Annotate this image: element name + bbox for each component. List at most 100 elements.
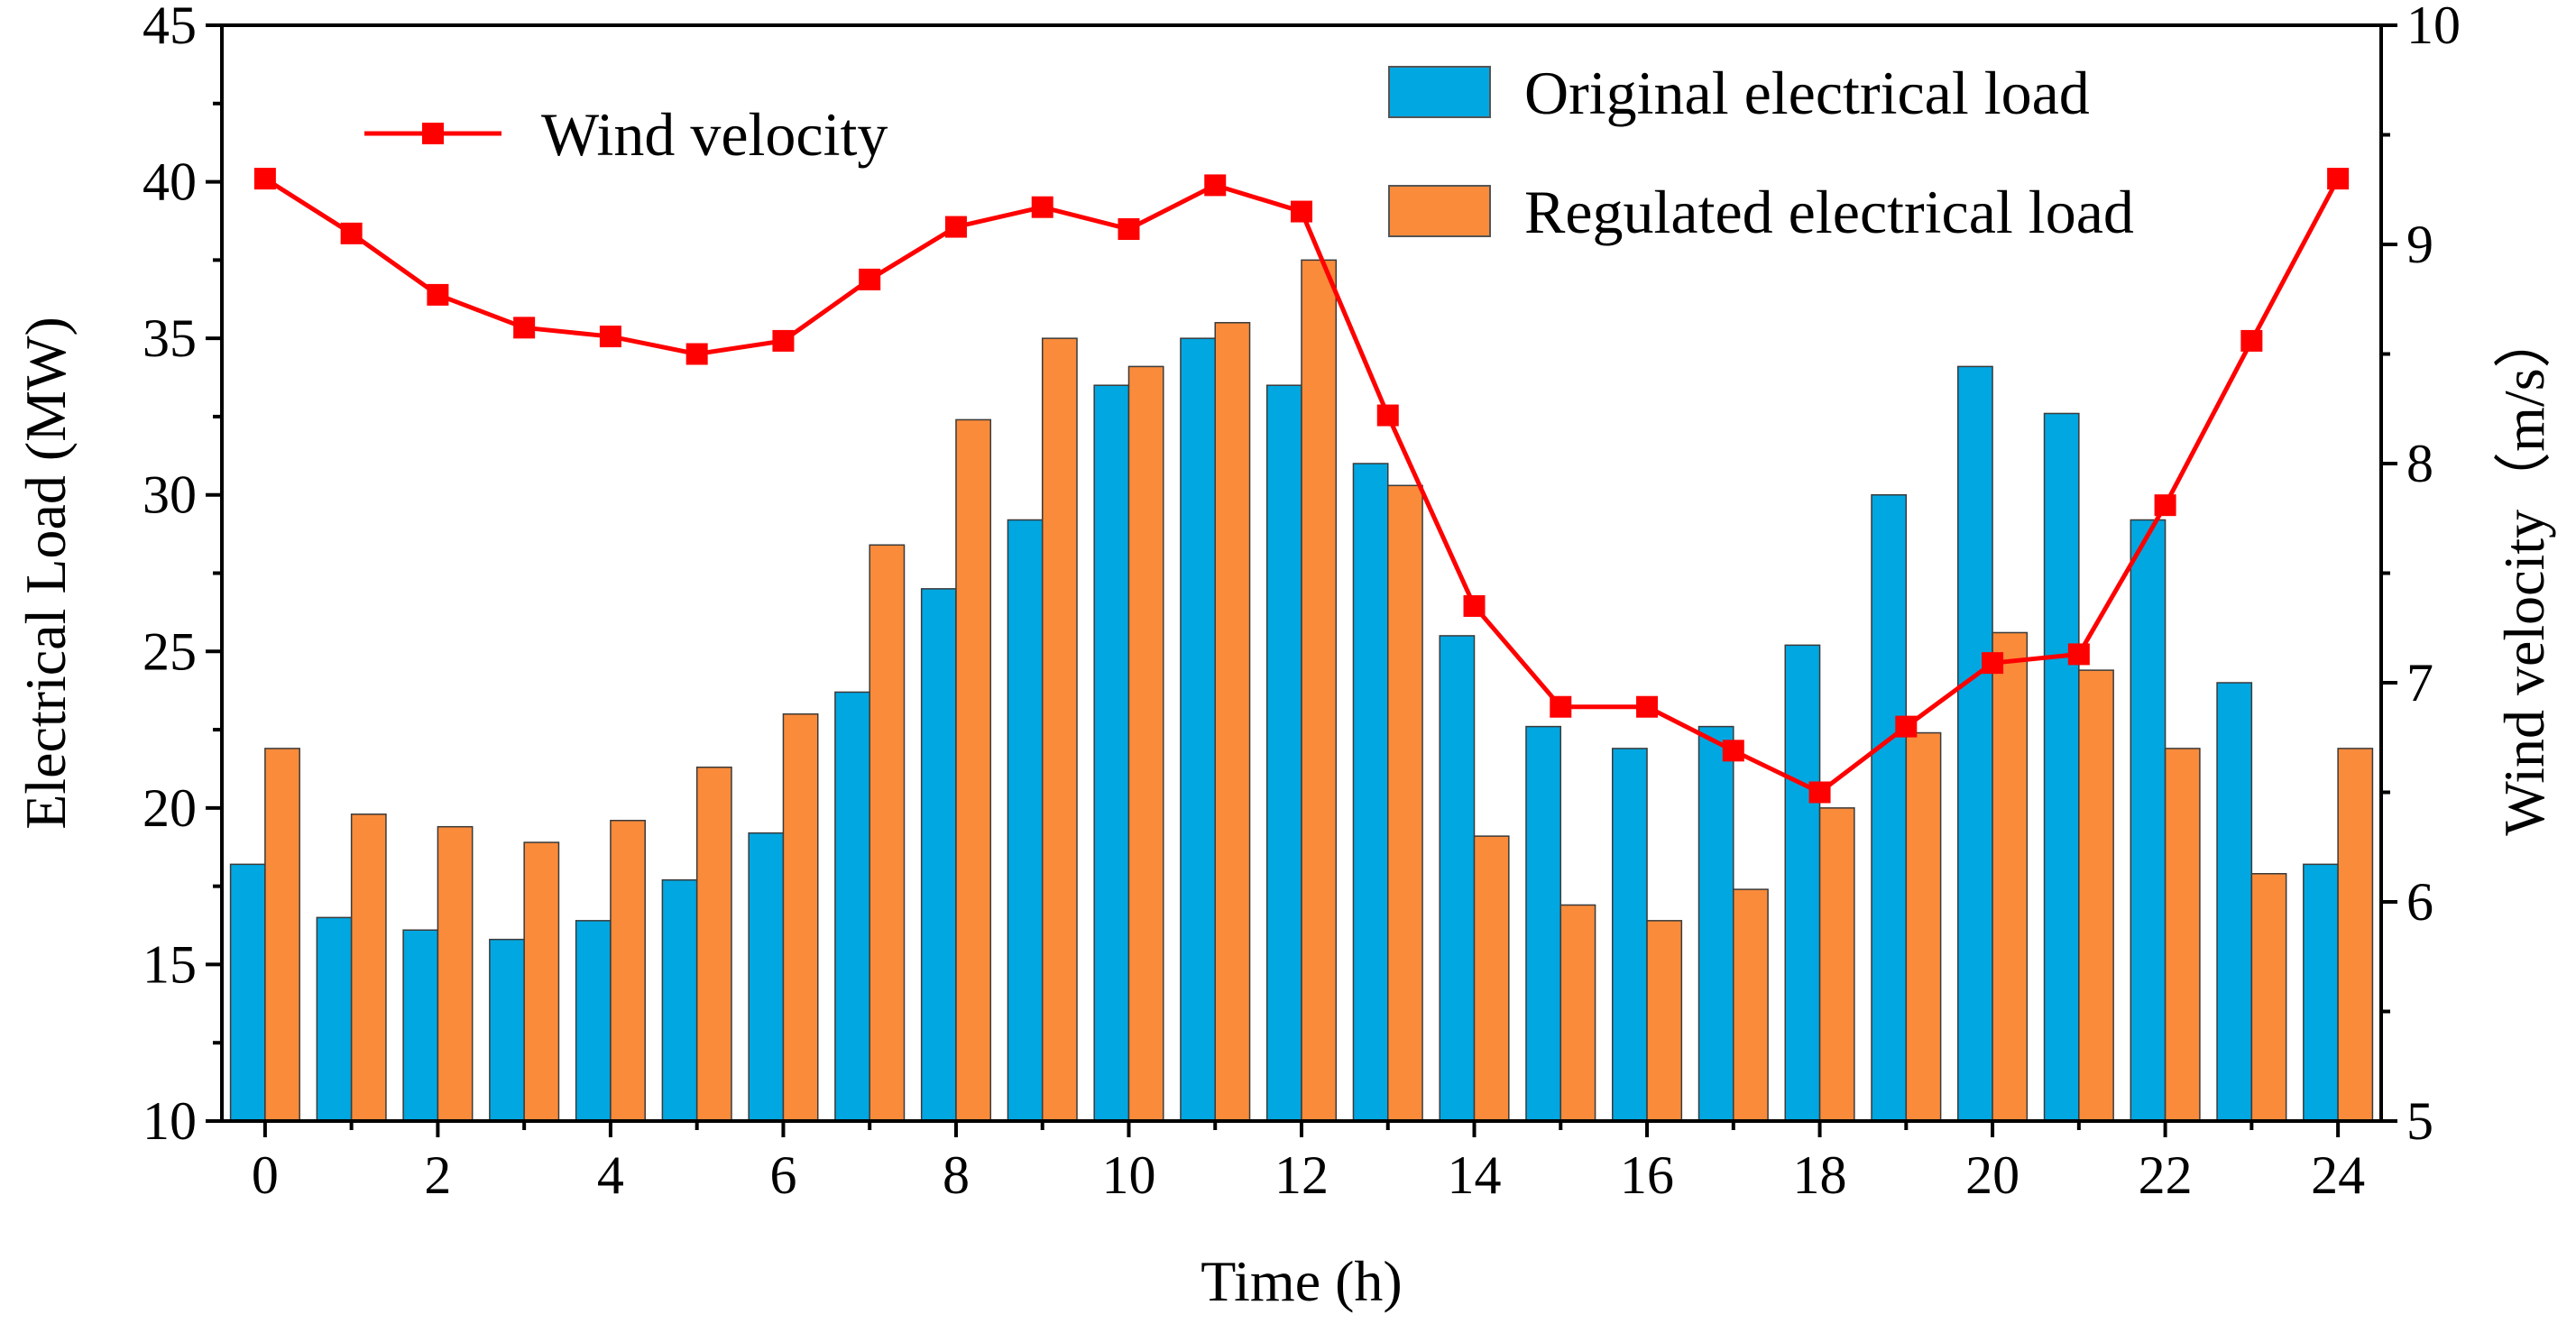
bar-regulated-17 [1733,888,1769,1122]
bar-regulated-14 [1473,835,1510,1122]
wind-point-12 [1291,200,1312,223]
y-axis-title: Electrical Load (MW) [14,317,78,830]
wind-point-2 [427,283,449,306]
bar-original-3 [489,938,525,1122]
wind-point-15 [1550,695,1572,718]
wind-point-7 [859,268,881,290]
bar-original-20 [1957,365,1993,1122]
x-tick-label-16: 16 [1620,1145,1674,1205]
bar-regulated-18 [1818,807,1855,1122]
wind-point-16 [1636,695,1659,718]
x-tick-label-18: 18 [1793,1145,1847,1205]
bar-original-7 [834,691,870,1122]
bar-original-6 [748,832,785,1122]
bar-regulated-1 [350,813,387,1122]
wind-point-3 [513,317,536,339]
wind-point-21 [2067,643,2090,666]
bar-original-16 [1611,748,1648,1122]
bar-original-13 [1352,463,1389,1122]
x-tick-label-8: 8 [943,1145,970,1205]
bar-original-2 [402,929,439,1122]
wind-point-1 [340,222,363,244]
bar-original-10 [1093,384,1130,1122]
bar-original-9 [1007,519,1044,1122]
y-tick-label-15: 15 [143,934,197,994]
wind-point-19 [1895,715,1918,738]
y-tick-label-25: 25 [143,621,197,681]
bar-regulated-6 [782,712,819,1122]
y-tick-label-30: 30 [143,465,197,525]
bar-regulated-12 [1301,259,1338,1122]
legend-label-regulated: Regulated electrical load [1524,178,2134,246]
y2-tick-label-5: 5 [2406,1091,2433,1151]
bar-regulated-5 [695,766,732,1122]
bar-regulated-13 [1387,484,1423,1122]
wind-point-17 [1722,740,1744,762]
bar-original-24 [2303,863,2339,1122]
bar-original-1 [316,916,353,1122]
bar-regulated-0 [264,748,300,1122]
bar-regulated-16 [1646,920,1683,1122]
y2-tick-label-9: 9 [2406,215,2433,274]
bar-regulated-21 [2078,669,2114,1122]
bar-original-4 [575,920,612,1122]
bar-regulated-15 [1559,904,1596,1122]
wind-point-23 [2240,329,2263,352]
bar-original-15 [1525,725,1562,1122]
x-tick-label-4: 4 [597,1145,624,1205]
bar-original-22 [2130,519,2167,1122]
wind-point-18 [1808,781,1831,804]
wind-point-0 [253,168,276,190]
x-tick-label-22: 22 [2139,1145,2193,1205]
x-tick-label-20: 20 [1965,1145,2019,1205]
x-tick-label-0: 0 [252,1145,279,1205]
bars-layer [229,259,2374,1122]
bar-regulated-23 [2250,873,2287,1122]
wind-point-22 [2154,494,2176,517]
y2-tick-label-10: 10 [2406,0,2461,55]
x-axis-title: Time (h) [1201,1249,1402,1313]
bar-original-14 [1439,635,1476,1122]
bar-original-23 [2216,682,2253,1122]
legend-swatch-original [1388,66,1491,118]
wind-point-9 [1031,196,1053,218]
legend-label-wind: Wind velocity [541,100,888,169]
legend-marker-swatch [422,123,444,144]
x-tick-label-6: 6 [769,1145,796,1205]
wind-point-11 [1204,174,1227,197]
bar-regulated-10 [1127,365,1164,1122]
bar-original-17 [1697,725,1734,1122]
x-tick-label-2: 2 [424,1145,451,1205]
wind-point-6 [772,329,795,352]
x-tick-label-10: 10 [1101,1145,1155,1205]
bar-original-19 [1871,493,1908,1122]
wind-point-24 [2327,168,2350,190]
wind-point-14 [1463,594,1486,617]
bar-regulated-22 [2164,748,2201,1122]
wind-point-8 [944,216,967,238]
y2-tick-label-6: 6 [2406,872,2433,932]
y-tick-label-20: 20 [143,778,197,838]
bar-original-18 [1784,644,1821,1122]
bar-regulated-3 [523,841,560,1122]
bar-regulated-24 [2337,748,2374,1122]
bar-original-11 [1180,337,1216,1122]
y2-tick-label-7: 7 [2406,653,2433,712]
bar-regulated-4 [610,819,646,1122]
bar-regulated-8 [955,418,992,1122]
axes-layer: 0 2 4 6 8 10 12 14 16 18 20 22 241015202530354045567… [143,0,2461,1205]
y-tick-label-10: 10 [143,1091,197,1151]
y-tick-label-45: 45 [143,0,197,55]
bar-original-21 [2043,412,2080,1122]
bar-original-8 [920,588,957,1122]
bar-regulated-9 [1041,337,1078,1122]
legend-swatch-regulated [1388,185,1491,237]
y2-axis-title: Wind velocity（m/s） [2492,310,2556,835]
legend-wind-velocity: Wind velocity [364,100,888,169]
x-tick-label-14: 14 [1448,1145,1502,1205]
y-tick-label-40: 40 [143,152,197,212]
bar-original-5 [661,878,698,1122]
wind-point-4 [599,326,621,348]
bar-regulated-20 [1992,631,2029,1122]
